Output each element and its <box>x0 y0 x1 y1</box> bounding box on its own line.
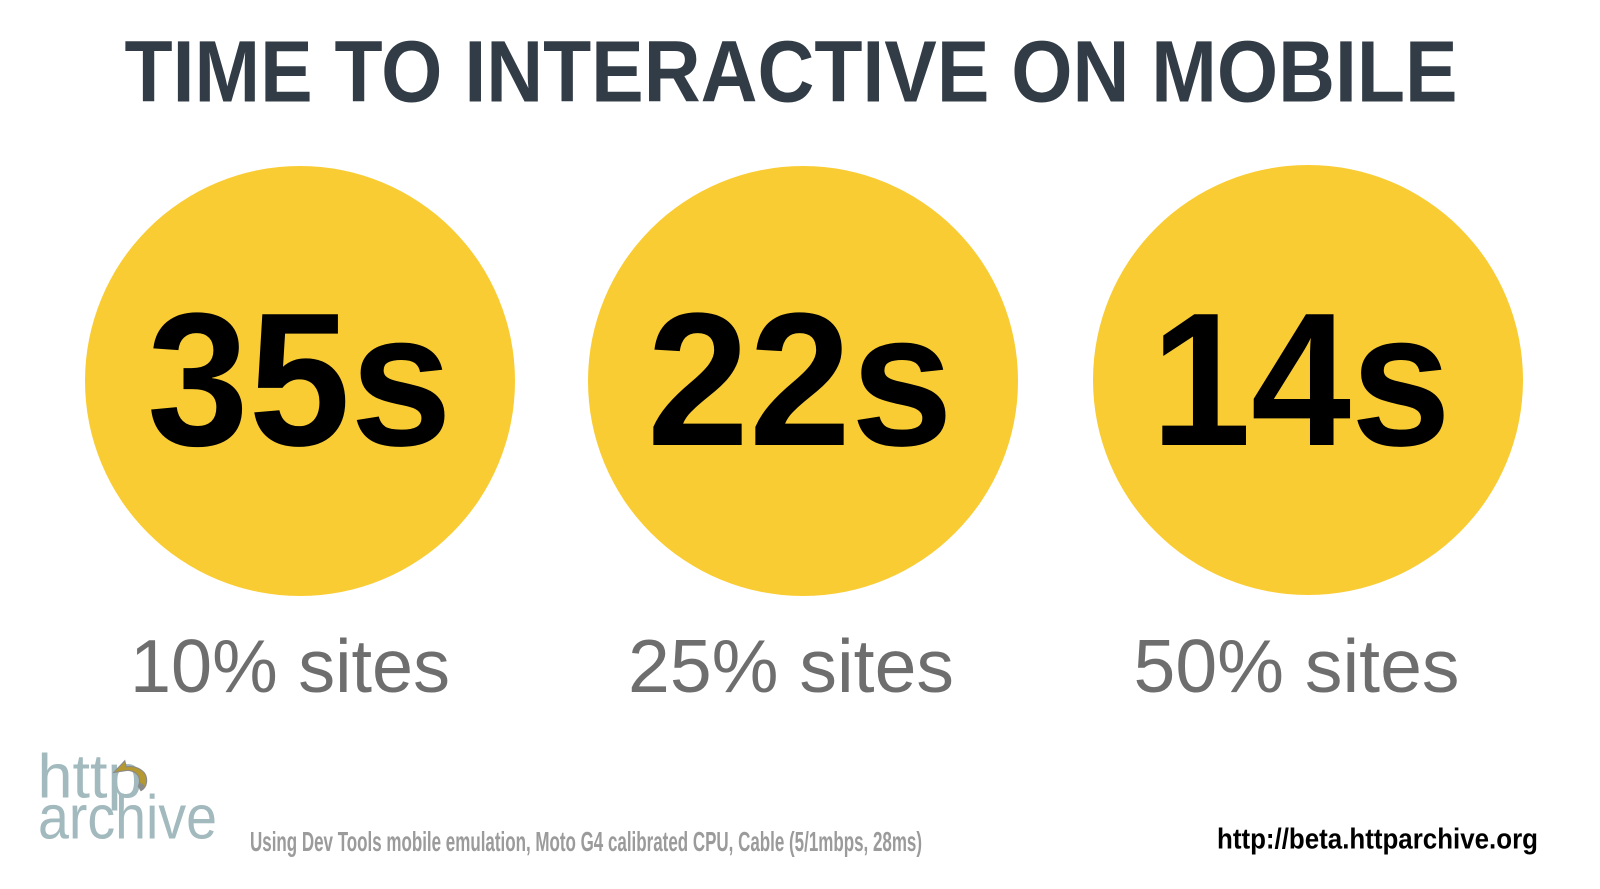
svg-text:35s: 35s <box>147 274 452 486</box>
svg-text:25% sites: 25% sites <box>628 624 954 708</box>
svg-text:14s: 14s <box>1151 274 1451 486</box>
svg-text:archive: archive <box>38 783 217 852</box>
svg-text:http: http <box>38 743 143 812</box>
svg-text:Using Dev Tools mobile emulati: Using Dev Tools mobile emulation, Moto G… <box>250 826 922 857</box>
svg-text:50% sites: 50% sites <box>1134 624 1460 708</box>
svg-text:TIME TO INTERACTIVE ON MOBILE: TIME TO INTERACTIVE ON MOBILE <box>125 24 1458 121</box>
svg-text:10% sites: 10% sites <box>130 624 450 708</box>
svg-text:22s: 22s <box>647 274 953 486</box>
svg-text:http://beta.httparchive.org: http://beta.httparchive.org <box>1217 823 1538 855</box>
